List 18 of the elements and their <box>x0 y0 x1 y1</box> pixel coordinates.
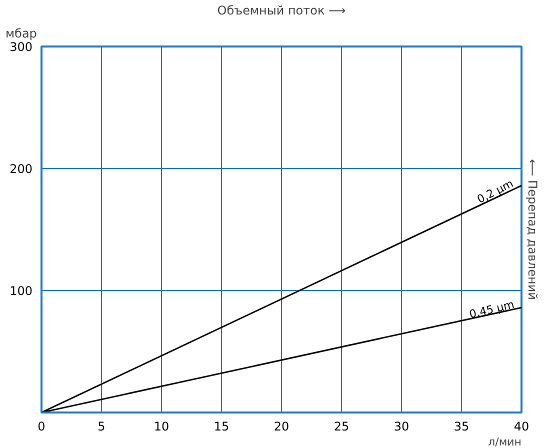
chart-title: Объемный поток ⟶ <box>217 4 346 18</box>
y-tick-label: 100 <box>10 284 32 298</box>
x-tick-label: 5 <box>98 420 106 434</box>
text: 0,45 µm <box>468 298 516 321</box>
x-tick-label: 15 <box>214 420 230 434</box>
x-axis-title: л/мин <box>488 436 522 448</box>
y-axis-title: мбар <box>6 26 37 40</box>
y-tick-label: 200 <box>10 162 32 176</box>
x-tick-label: 40 <box>514 420 530 434</box>
text: 0,2 µm <box>475 177 516 206</box>
x-tick-label: 35 <box>454 420 470 434</box>
x-tick-label: 20 <box>274 420 290 434</box>
x-tick-label: 10 <box>154 420 170 434</box>
x-tick-label: 25 <box>334 420 350 434</box>
y2-axis-title: ⟵ Перепад давлений <box>526 159 540 300</box>
x-tick-label: 30 <box>394 420 410 434</box>
x-tick-label: 0 <box>38 420 46 434</box>
y-tick-label: 300 <box>10 40 32 54</box>
